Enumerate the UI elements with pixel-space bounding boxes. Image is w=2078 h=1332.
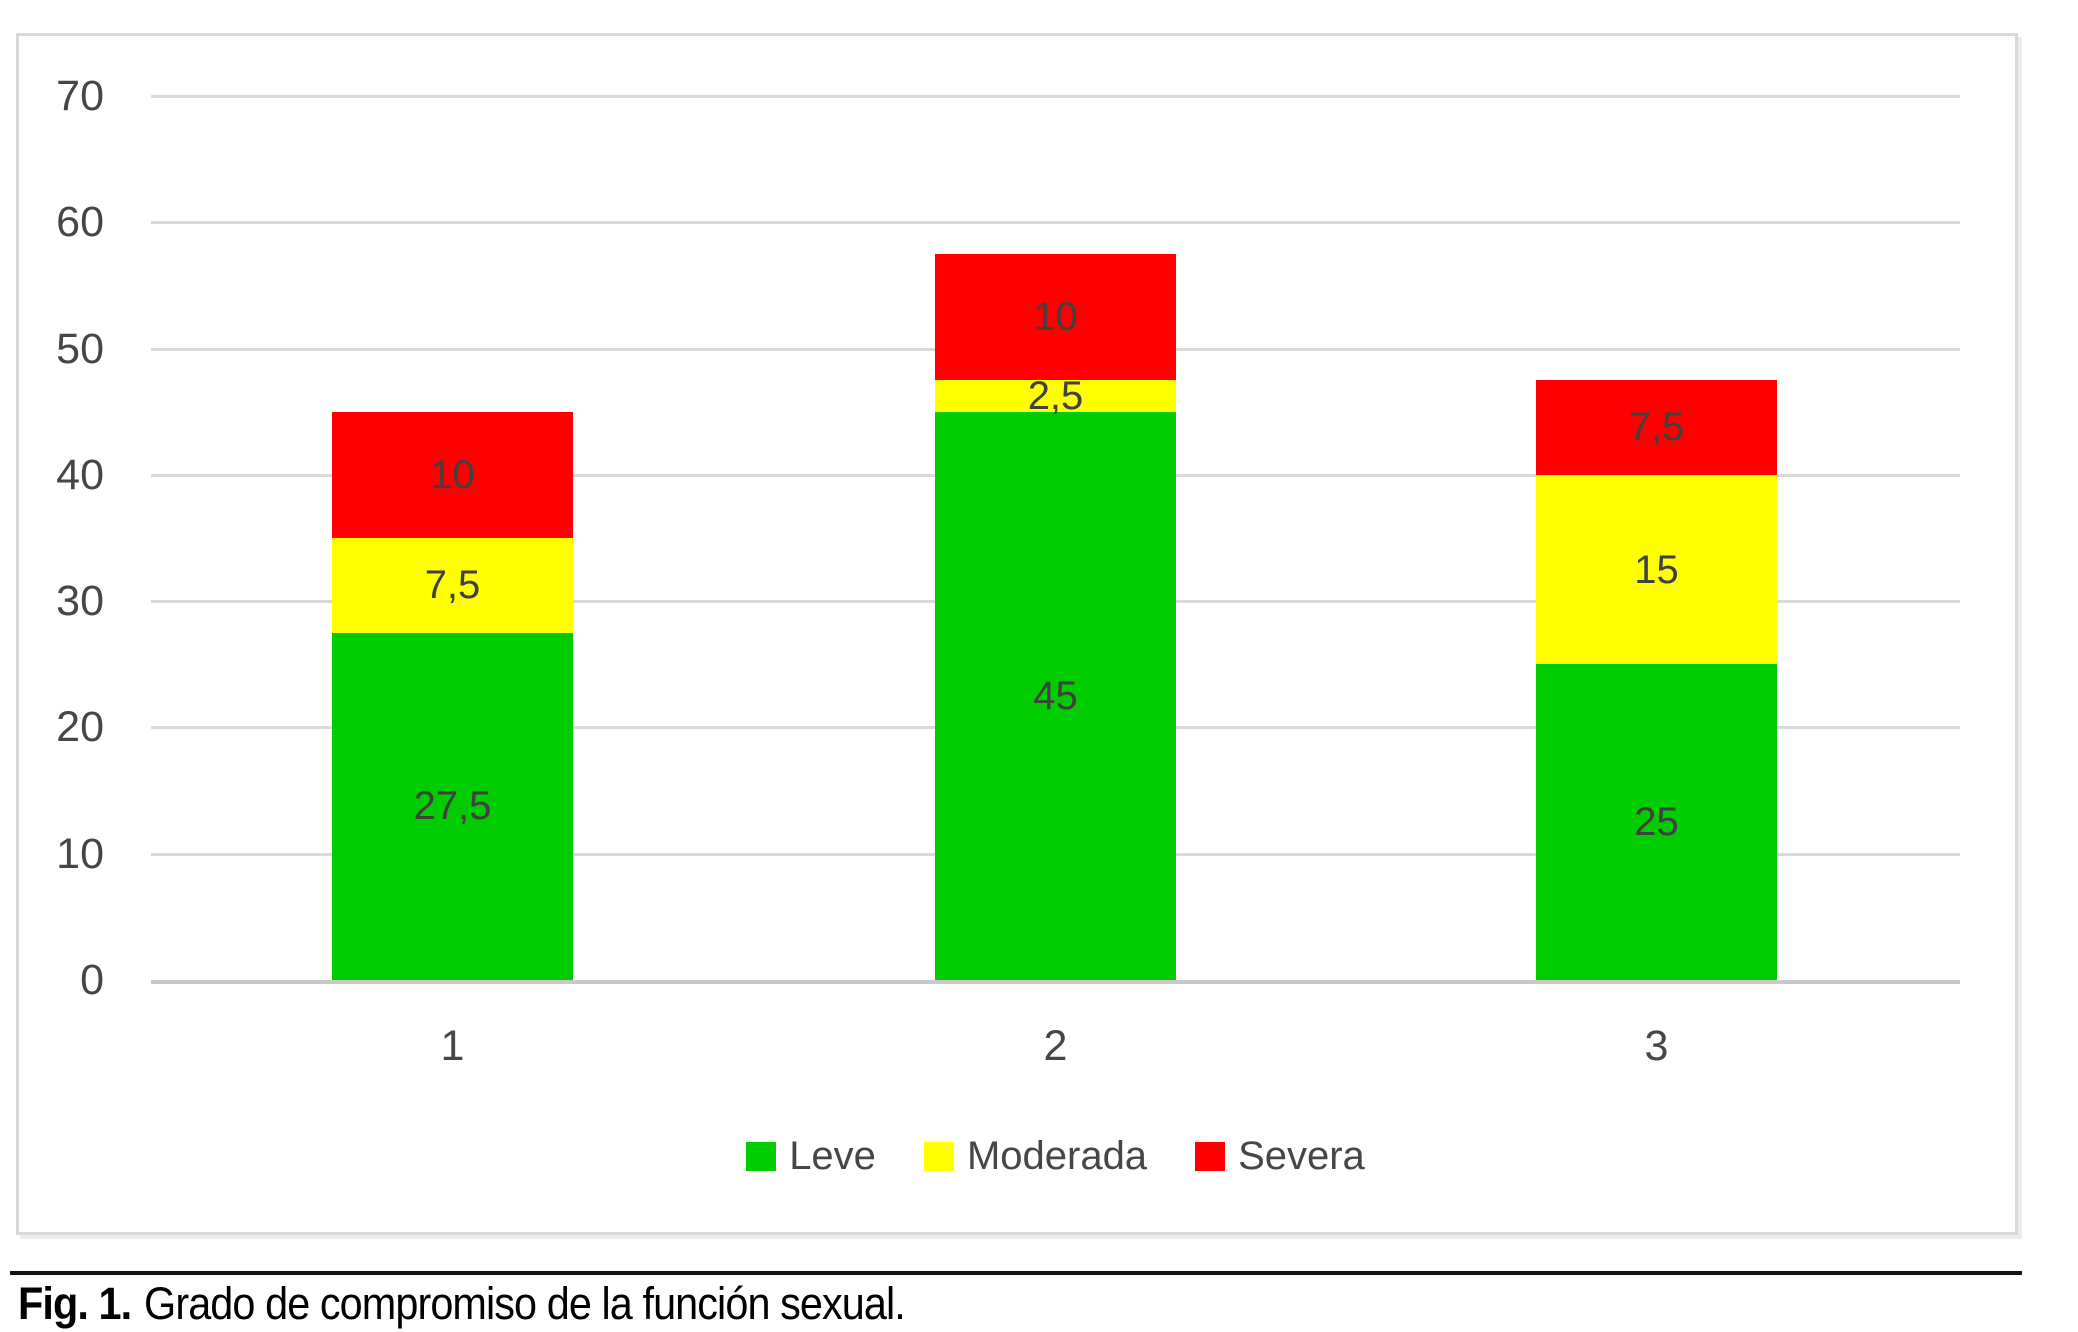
legend-label: Leve <box>789 1134 876 1178</box>
bar-segment-value-label: 7,5 <box>424 563 481 608</box>
y-tick-label: 30 <box>56 577 104 626</box>
bar-segment-value-label: 27,5 <box>413 784 492 829</box>
legend-label: Moderada <box>966 1134 1148 1178</box>
y-tick-label: 50 <box>56 324 104 373</box>
bar-segment-severa-cat2: 10 <box>935 253 1176 381</box>
gridline <box>151 221 1960 225</box>
bar-segment-value-label: 25 <box>1634 800 1679 845</box>
gridline <box>151 95 1960 98</box>
y-tick-label: 60 <box>56 198 104 247</box>
bar-segment-leve-cat2: 45 <box>935 411 1176 980</box>
figure-caption-number: Fig. 1. <box>18 1278 132 1329</box>
bar-segment-leve-cat1: 27,5 <box>332 632 573 980</box>
figure-caption-text: Grado de compromiso de la función sexual… <box>144 1278 906 1329</box>
bar-segment-value-label: 10 <box>1033 294 1078 339</box>
bar-segment-severa-cat1: 10 <box>332 411 573 538</box>
bar-segment-value-label: 15 <box>1634 547 1679 592</box>
bar-segment-value-label: 7,5 <box>1628 405 1685 450</box>
bar-segment-severa-cat3: 7,5 <box>1536 380 1777 475</box>
figure-caption: Fig. 1. Grado de compromiso de la función… <box>18 1278 906 1329</box>
legend-swatch-icon <box>1195 1141 1226 1171</box>
bar-segment-moderada-cat3: 15 <box>1536 474 1777 665</box>
chart-legend: Leve Moderada Severa <box>151 1126 1960 1186</box>
y-tick-label: 0 <box>80 956 104 1004</box>
x-category-label: 2 <box>1043 1022 1068 1070</box>
legend-item-leve: Leve <box>746 1134 876 1178</box>
y-tick-label: 40 <box>56 450 104 499</box>
caption-divider-rule <box>10 1271 2022 1275</box>
bar-segment-value-label: 2,5 <box>1027 373 1084 418</box>
legend-item-moderada: Moderada <box>923 1134 1148 1178</box>
legend-swatch-icon <box>923 1141 954 1171</box>
bar-segment-value-label: 45 <box>1033 673 1078 718</box>
bar-segment-value-label: 10 <box>430 452 475 497</box>
x-axis-line <box>151 980 1960 984</box>
y-tick-label: 70 <box>56 72 104 120</box>
legend-label: Severa <box>1238 1134 1365 1178</box>
bar-segment-leve-cat3: 25 <box>1536 664 1777 980</box>
y-tick-label: 20 <box>56 703 104 752</box>
bar-segment-moderada-cat2: 2,5 <box>935 376 1176 416</box>
legend-item-severa: Severa <box>1195 1134 1365 1178</box>
x-category-label: 1 <box>440 1022 465 1070</box>
legend-swatch-icon <box>746 1141 777 1171</box>
y-tick-label: 10 <box>56 829 104 878</box>
x-category-label: 3 <box>1644 1022 1669 1070</box>
bar-segment-moderada-cat1: 7,5 <box>332 538 573 633</box>
